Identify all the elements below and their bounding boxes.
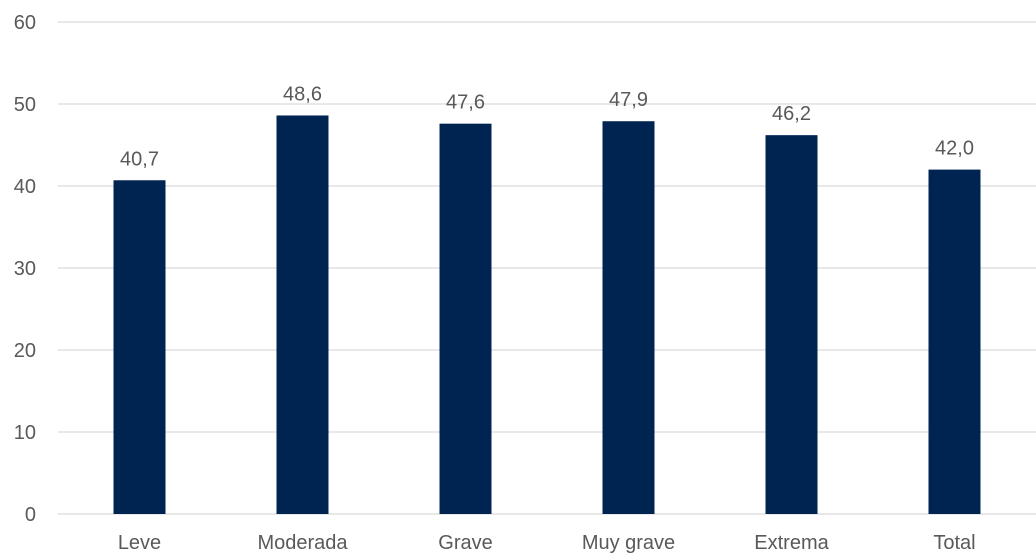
x-tick-label: Muy grave <box>582 532 675 554</box>
y-tick-label: 50 <box>14 94 36 116</box>
x-axis-tick-labels: Leve Moderada Grave Muy grave Extrema Total <box>118 532 976 554</box>
bar <box>439 123 492 515</box>
data-label: 46,2 <box>772 103 811 125</box>
bars <box>113 115 981 515</box>
bar <box>928 169 981 514</box>
data-label: 42,0 <box>935 138 974 160</box>
x-tick-label: Leve <box>118 532 161 554</box>
data-label: 47,6 <box>446 92 485 114</box>
bar <box>765 135 818 514</box>
bar <box>276 115 329 514</box>
y-tick-label: 10 <box>14 422 36 444</box>
x-tick-label: Moderada <box>257 532 348 554</box>
bar <box>602 121 655 514</box>
data-label: 48,6 <box>283 83 322 105</box>
y-tick-label: 60 <box>14 12 36 34</box>
x-tick-label: Total <box>933 532 975 554</box>
y-tick-label: 0 <box>25 504 36 526</box>
gridlines <box>58 21 1036 515</box>
x-tick-label: Extrema <box>754 532 829 554</box>
y-tick-label: 20 <box>14 340 36 362</box>
data-labels: 40,7 48,6 47,6 47,9 46,2 42,0 <box>120 83 974 170</box>
bar <box>113 180 166 514</box>
y-tick-label: 40 <box>14 176 36 198</box>
y-tick-label: 30 <box>14 258 36 280</box>
data-label: 40,7 <box>120 148 159 170</box>
x-tick-label: Grave <box>438 532 492 554</box>
data-label: 47,9 <box>609 89 648 111</box>
y-axis-tick-labels: 0 10 20 30 40 50 60 <box>14 12 36 526</box>
